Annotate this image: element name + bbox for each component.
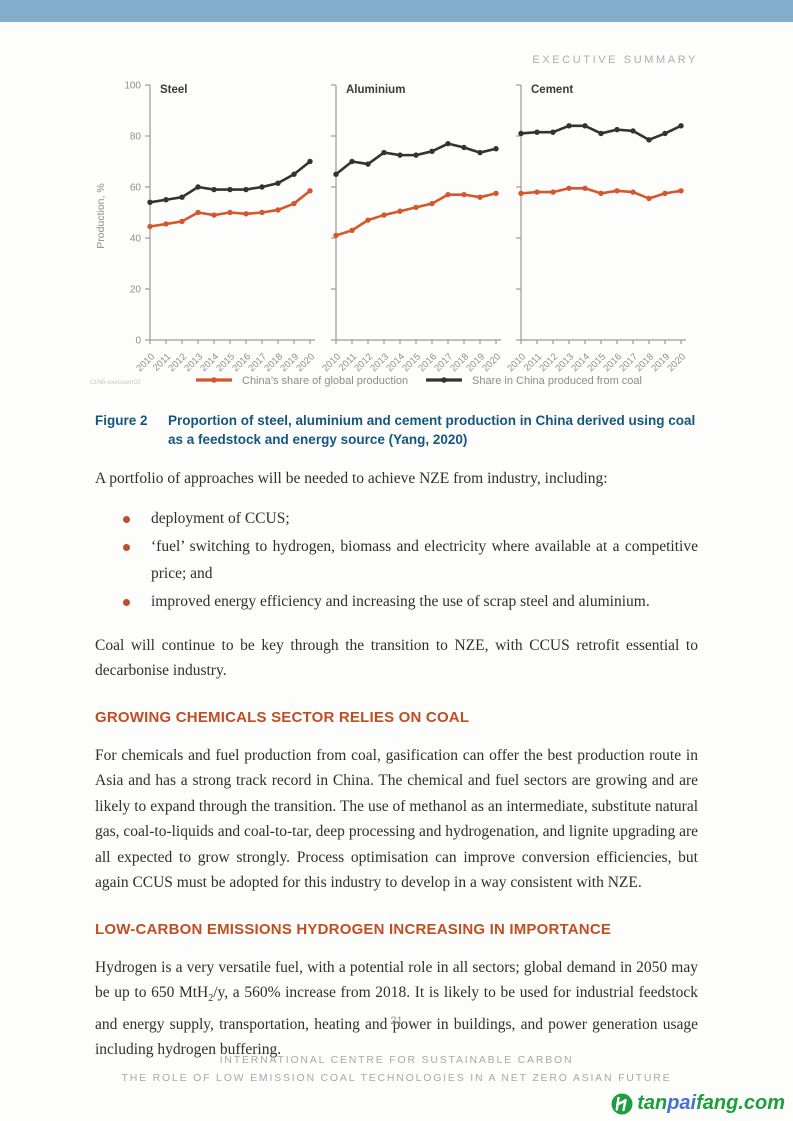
svg-text:CIAB-execsum02: CIAB-execsum02	[90, 379, 141, 386]
heading-chemicals: GROWING CHEMICALS SECTOR RELIES ON COAL	[95, 708, 470, 726]
svg-text:Share in China produced from c: Share in China produced from coal	[472, 375, 642, 387]
svg-text:80: 80	[130, 132, 142, 143]
svg-text:Aluminium: Aluminium	[346, 84, 405, 96]
svg-text:2020: 2020	[480, 351, 503, 374]
production-line-chart: 0204060801002010201120122013201420152016…	[90, 81, 688, 388]
figure-caption-text: Proportion of steel, aluminium and cemen…	[168, 413, 696, 447]
tanpaifang-logo-icon	[611, 1093, 633, 1114]
subscript-2: 2	[208, 993, 214, 1005]
svg-text:2020: 2020	[294, 351, 317, 374]
body-text: For chemicals and fuel production from c…	[95, 743, 698, 896]
footer-line-1: INTERNATIONAL CENTRE FOR SUSTAINABLE CAR…	[219, 1054, 574, 1066]
svg-text:60: 60	[130, 183, 142, 194]
bullet-item: improved energy efficiency and increasin…	[123, 589, 698, 616]
svg-text:2020: 2020	[665, 351, 688, 374]
approach-bullet-list: deployment of CCUS; ‘fuel’ switching to …	[123, 506, 698, 616]
figure-2-chart: 0 20 40 60 80 100 2010 2011 2012 2013 2014 2015 2016…	[88, 78, 713, 401]
svg-text:20: 20	[130, 285, 142, 296]
chemicals-paragraph: For chemicals and fuel production from c…	[95, 746, 698, 892]
svg-text:40: 40	[130, 234, 142, 245]
bullet-item: ‘fuel’ switching to hydrogen, biomass an…	[123, 534, 698, 587]
svg-text:Production, %: Production, %	[95, 183, 107, 248]
coal-paragraph: Coal will continue to be key through the…	[95, 636, 698, 680]
svg-text:0: 0	[135, 336, 141, 347]
svg-text:China’s share of global produc: China’s share of global production	[242, 375, 408, 387]
footer-running-title: INTERNATIONAL CENTRE FOR SUSTAINABLE CAR…	[0, 1051, 793, 1087]
tanpaifang-logo[interactable]: tanpaifang.com	[611, 1092, 785, 1115]
heading-hydrogen: LOW-CARBON EMISSIONS HYDROGEN INCREASING…	[95, 920, 612, 938]
body-text: A portfolio of approaches will be needed…	[95, 466, 698, 684]
top-banner	[0, 0, 793, 22]
figure-label: Figure 2	[95, 413, 148, 428]
section-label: EXECUTIVE SUMMARY	[532, 54, 698, 66]
logo-text-pai: pai	[667, 1092, 697, 1114]
page-footer: 21 INTERNATIONAL CENTRE FOR SUSTAINABLE …	[0, 1011, 793, 1121]
logo-text: tanpaifang.com	[637, 1092, 785, 1115]
svg-text:Steel: Steel	[160, 84, 188, 96]
bullet-item: deployment of CCUS;	[123, 506, 698, 533]
hydrogen-text-2: /y, a 560% increase from 2018. It is lik…	[95, 984, 699, 1059]
hydrogen-text-1: Hydrogen is a very versatile fuel, with …	[95, 958, 698, 1002]
logo-text-fang: fang.com	[696, 1092, 785, 1114]
intro-paragraph: A portfolio of approaches will be needed…	[95, 470, 608, 487]
page-number: 21	[390, 1015, 403, 1027]
hydrogen-paragraph: Hydrogen is a very versatile fuel, with …	[95, 955, 698, 1063]
figure-caption: Figure 2 Proportion of steel, aluminium …	[95, 411, 698, 449]
svg-text:100: 100	[124, 81, 141, 92]
footer-line-2: THE ROLE OF LOW EMISSION COAL TECHNOLOGI…	[121, 1072, 672, 1084]
logo-text-tan: tan	[637, 1092, 668, 1114]
svg-text:Cement: Cement	[531, 84, 573, 96]
body-text: Hydrogen is a very versatile fuel, with …	[95, 955, 698, 1063]
